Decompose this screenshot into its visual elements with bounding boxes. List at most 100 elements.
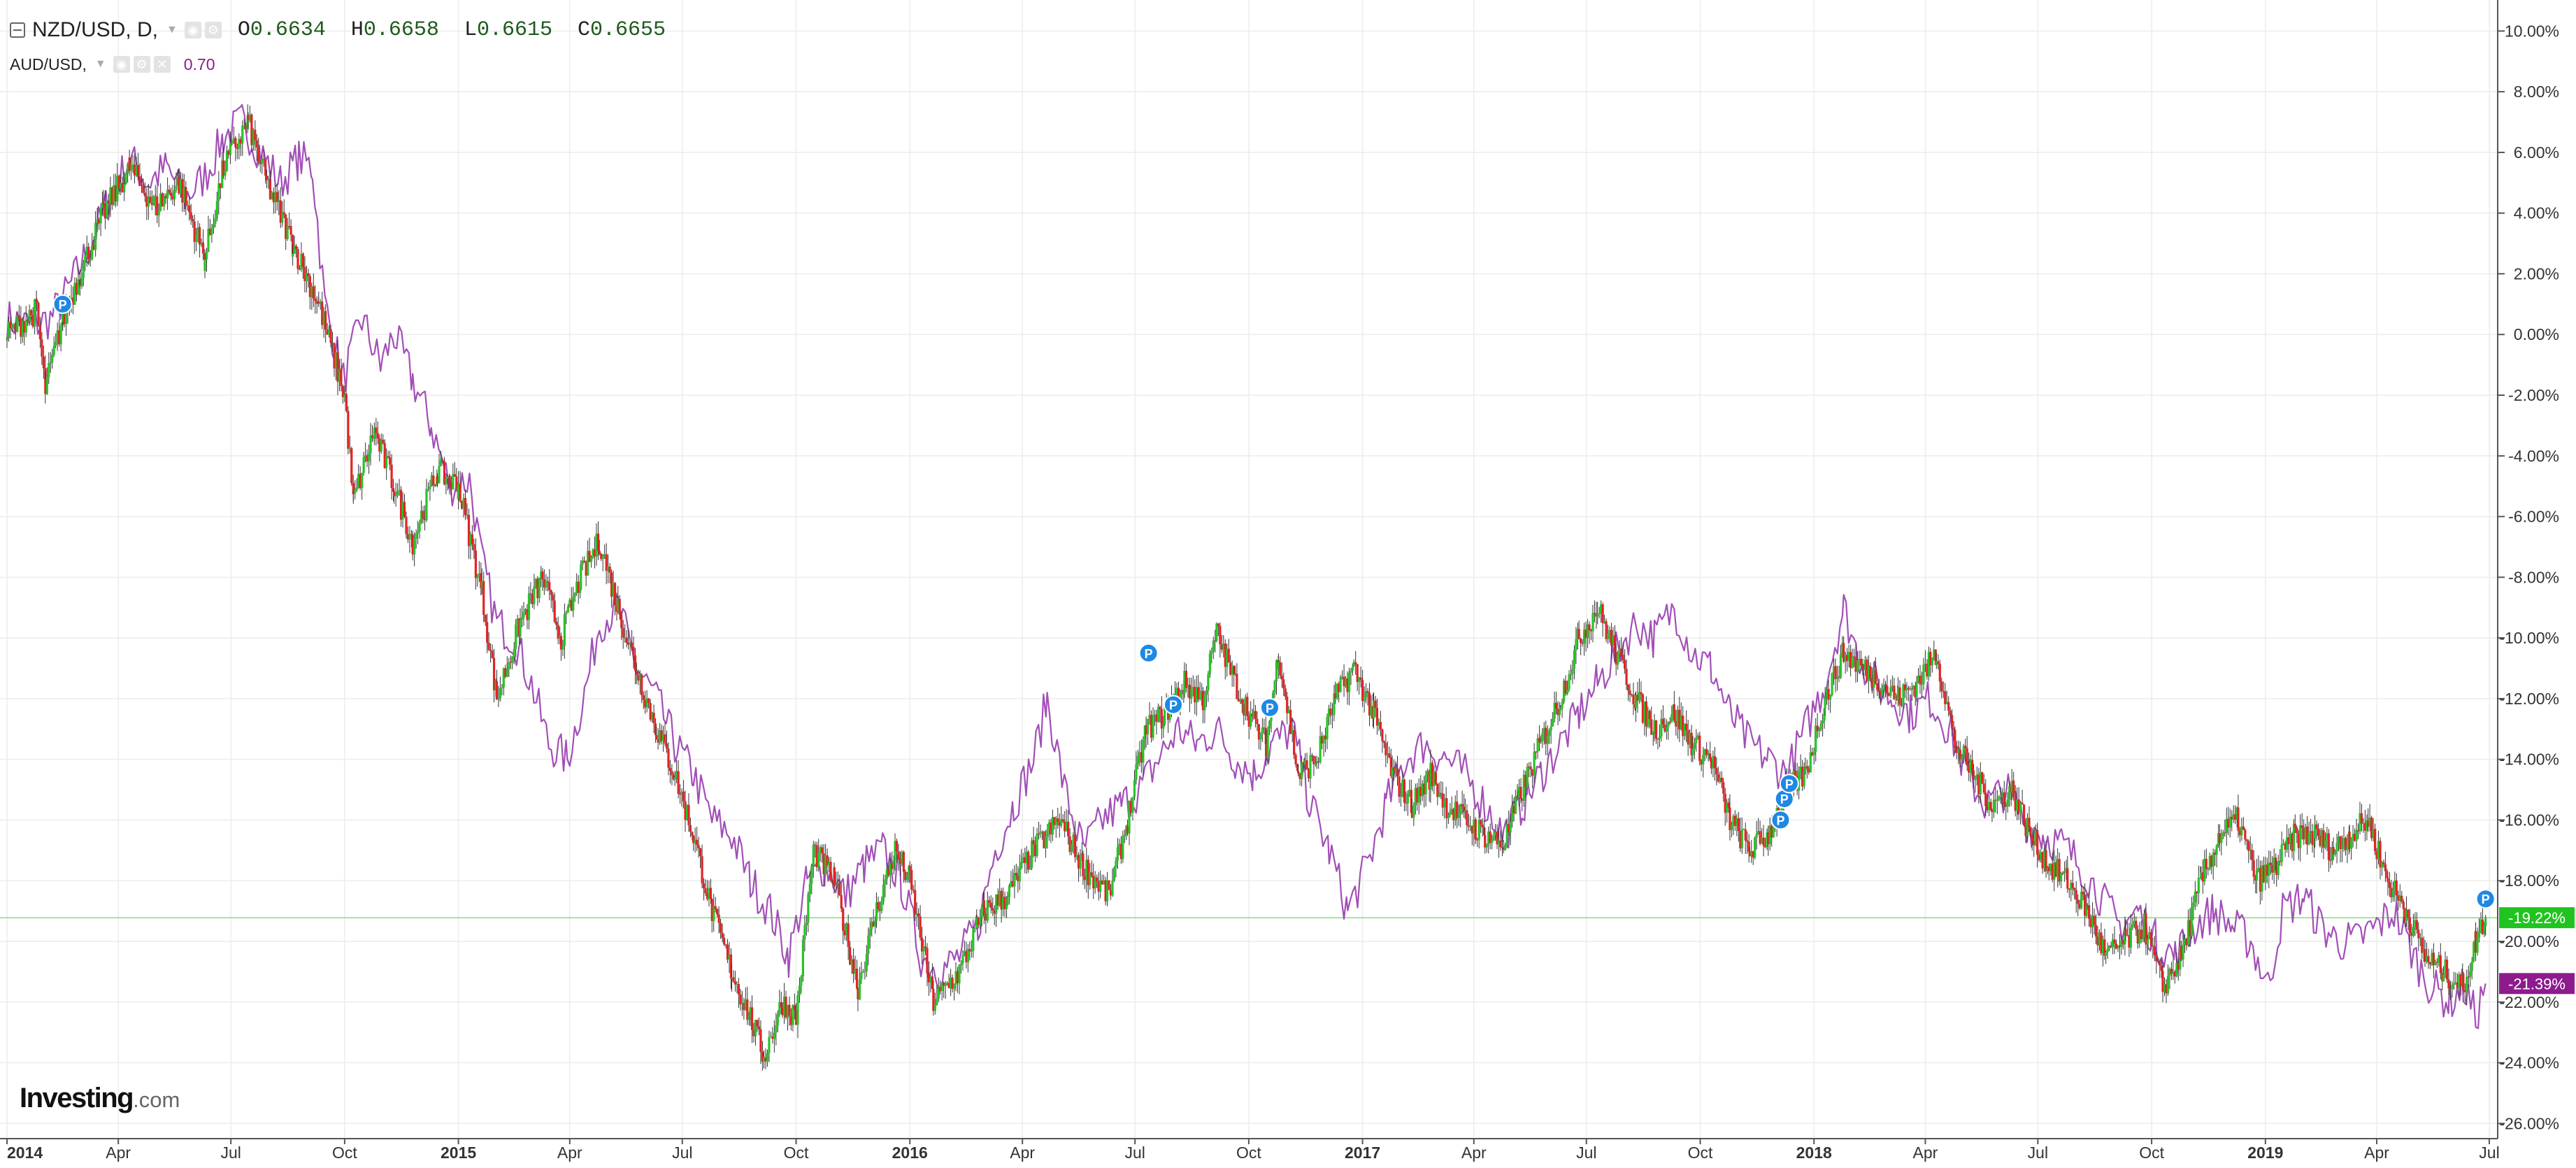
up-candle [2452, 971, 2456, 990]
candle-body [434, 485, 436, 486]
candle-body [2185, 938, 2188, 946]
down-candle [1104, 876, 1107, 906]
candle-body [1194, 687, 1196, 703]
event-marker-icon[interactable]: P [52, 294, 73, 314]
candle-body [272, 192, 275, 203]
candle-body [736, 983, 738, 985]
down-candle [41, 332, 43, 365]
up-candle [21, 317, 24, 343]
up-candle [1231, 660, 1233, 687]
down-candle [1838, 665, 1840, 683]
main-series-legend[interactable]: NZD/USD, D, ▼ ◉ ⚙ O0.6634 H0.6658 L0.661… [10, 13, 666, 48]
candle-body [70, 297, 73, 301]
candle-body [114, 185, 117, 201]
down-candle [996, 888, 999, 910]
event-marker-icon[interactable]: P [1779, 774, 1799, 794]
candle-body [1257, 724, 1260, 740]
event-marker-icon[interactable]: P [1163, 695, 1183, 715]
candle-body [1434, 771, 1437, 784]
candle-body [1469, 825, 1472, 827]
candle-body [469, 534, 472, 546]
up-candle [524, 608, 527, 615]
down-candle [312, 273, 315, 308]
candle-body [347, 411, 350, 449]
collapse-icon[interactable] [10, 22, 25, 38]
down-candle [2387, 876, 2389, 896]
down-candle [2153, 936, 2156, 962]
down-candle [1648, 708, 1651, 729]
candle-body [2438, 955, 2440, 963]
event-marker-icon[interactable]: P [1259, 697, 1280, 718]
candle-body [801, 939, 805, 977]
down-candle [1050, 818, 1052, 843]
settings-icon[interactable]: ⚙ [204, 22, 222, 38]
up-candle [1372, 692, 1375, 729]
down-candle [1201, 687, 1205, 724]
up-candle [2065, 860, 2068, 880]
down-candle [637, 669, 640, 685]
event-marker-label: P [59, 298, 67, 312]
candle-body [1378, 722, 1380, 726]
event-marker-icon[interactable]: P [2475, 889, 2496, 909]
candle-body [2212, 853, 2214, 867]
compare-series-legend[interactable]: AUD/USD, ▼ ◉ ⚙ ✕ 0.70 [10, 50, 666, 78]
chevron-down-icon[interactable]: ▼ [94, 58, 106, 70]
event-marker-icon[interactable]: P [1138, 643, 1159, 663]
down-candle [9, 316, 12, 339]
main-symbol-label[interactable]: NZD/USD, D, [32, 18, 158, 41]
up-candle [16, 311, 19, 333]
up-candle [961, 950, 964, 971]
compare-symbol-label[interactable]: AUD/USD, [10, 55, 87, 73]
up-candle [1399, 783, 1403, 807]
down-candle [2022, 804, 2026, 827]
candle-body [2269, 862, 2272, 865]
settings-icon[interactable]: ⚙ [133, 56, 150, 73]
up-candle [1617, 650, 1619, 670]
candle-body [1998, 796, 2001, 800]
candle-body [665, 743, 668, 749]
x-tick-label: Apr [1461, 1144, 1487, 1162]
up-candle [1315, 755, 1318, 769]
up-candle [1352, 659, 1355, 667]
eye-icon[interactable]: ◉ [184, 22, 201, 38]
up-candle [1433, 765, 1436, 795]
up-candle [638, 670, 641, 695]
candle-body [1489, 831, 1491, 843]
up-candle [80, 272, 83, 290]
candle-body [2340, 846, 2344, 850]
candle-body [588, 550, 591, 562]
down-candle [484, 614, 487, 626]
up-candle [805, 915, 808, 936]
down-candle [1286, 692, 1289, 725]
down-candle [2041, 851, 2044, 874]
investing-logo[interactable]: Investing.com [20, 1083, 180, 1113]
down-candle [2363, 809, 2367, 841]
close-icon[interactable]: ✕ [153, 56, 171, 73]
candle-body [1584, 629, 1587, 639]
up-candle [1809, 745, 1812, 773]
down-candle [1898, 680, 1901, 717]
candle-body [1452, 809, 1455, 820]
candle-body [1366, 691, 1369, 693]
chevron-down-icon[interactable]: ▼ [166, 24, 178, 36]
candle-body [56, 330, 59, 342]
candle-body [1122, 836, 1124, 860]
down-candle [1842, 636, 1845, 664]
event-marker-icon[interactable]: P [1774, 789, 1794, 809]
candle-body [1060, 819, 1063, 826]
candle-body [497, 698, 500, 700]
down-candle [474, 538, 477, 590]
candle-body [1476, 839, 1479, 841]
candle-body [1849, 652, 1852, 669]
event-marker-icon[interactable]: P [1770, 810, 1791, 830]
up-candle [1054, 816, 1057, 839]
down-candle [833, 866, 836, 888]
eye-icon[interactable]: ◉ [113, 56, 130, 73]
candle-body [2264, 864, 2267, 883]
candle-body [2428, 962, 2432, 965]
candle-body [1051, 817, 1054, 835]
up-candle [13, 322, 15, 330]
candle-body [829, 862, 832, 881]
candle-body [1208, 653, 1211, 674]
